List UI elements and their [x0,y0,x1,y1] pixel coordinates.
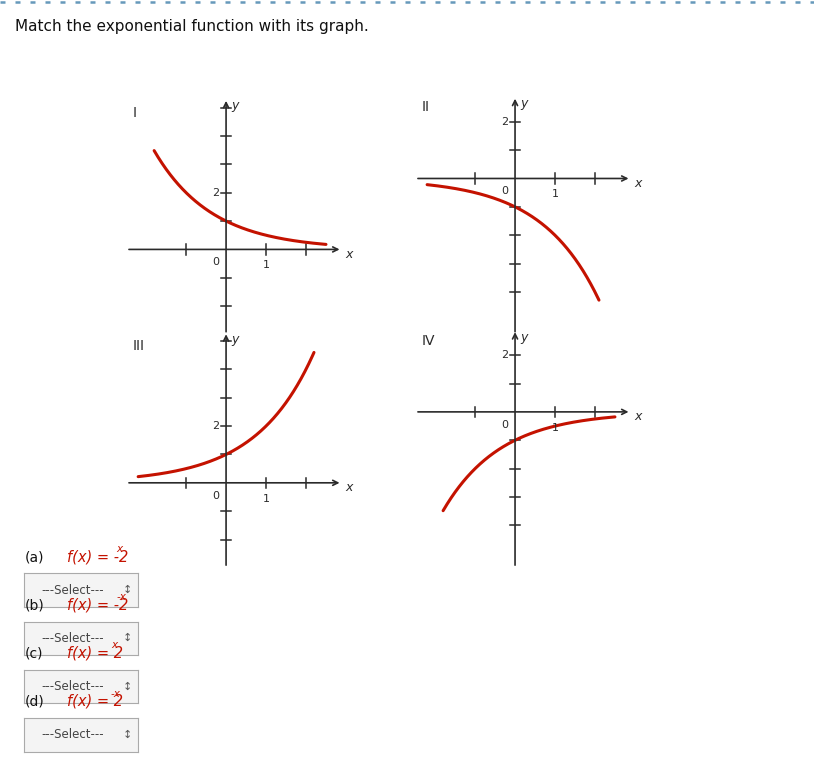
Text: -x: -x [116,592,126,602]
Text: 2: 2 [501,350,508,360]
Text: x: x [116,544,123,554]
Text: II: II [421,100,429,114]
Text: (b): (b) [24,598,44,612]
Text: 2: 2 [501,117,508,127]
Text: f(x) = 2: f(x) = 2 [67,646,123,661]
Text: IV: IV [421,334,435,348]
Text: f(x) = -2: f(x) = -2 [67,598,128,612]
Text: ↕: ↕ [122,682,132,692]
Text: Match the exponential function with its graph.: Match the exponential function with its … [15,19,369,34]
Text: 2: 2 [212,187,219,198]
Text: 0: 0 [212,258,219,268]
Text: x: x [111,640,117,650]
Text: 1: 1 [552,422,558,433]
Text: ↕: ↕ [122,633,132,643]
Text: f(x) = -2: f(x) = -2 [67,549,128,564]
Text: y: y [520,97,527,110]
Text: ---Select---: ---Select--- [41,728,103,741]
Text: ↕: ↕ [122,585,132,595]
Text: 2: 2 [212,421,219,431]
Text: f(x) = 2: f(x) = 2 [67,694,123,709]
Text: -x: -x [111,689,121,699]
Text: ↕: ↕ [122,730,132,740]
Text: y: y [520,331,527,344]
Text: y: y [231,333,239,346]
Text: (c): (c) [24,647,43,661]
Text: 1: 1 [263,260,269,270]
Text: 0: 0 [501,420,508,429]
Text: x: x [635,411,642,423]
Text: 0: 0 [212,491,219,501]
Text: (a): (a) [24,550,44,564]
Text: 0: 0 [501,187,508,196]
Text: y: y [231,100,239,113]
Text: I: I [132,106,136,120]
Text: (d): (d) [24,695,44,709]
Text: x: x [346,482,353,495]
Text: III: III [132,339,144,353]
Text: ---Select---: ---Select--- [41,584,103,597]
Text: x: x [635,177,642,190]
Text: ---Select---: ---Select--- [41,632,103,645]
Text: 1: 1 [552,189,558,199]
Text: x: x [346,248,353,261]
Text: ---Select---: ---Select--- [41,680,103,693]
Text: 1: 1 [263,493,269,503]
